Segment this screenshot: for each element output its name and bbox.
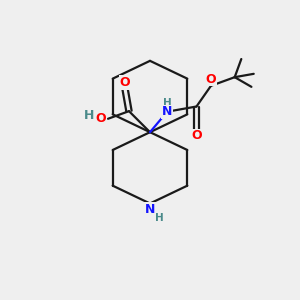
Text: H: H bbox=[155, 213, 164, 223]
Text: H: H bbox=[163, 98, 172, 108]
Text: H: H bbox=[83, 109, 94, 122]
Text: N: N bbox=[145, 203, 155, 216]
Text: N: N bbox=[162, 105, 172, 118]
Text: O: O bbox=[206, 73, 216, 86]
Text: O: O bbox=[95, 112, 106, 125]
Text: O: O bbox=[191, 129, 202, 142]
Text: O: O bbox=[119, 76, 130, 89]
